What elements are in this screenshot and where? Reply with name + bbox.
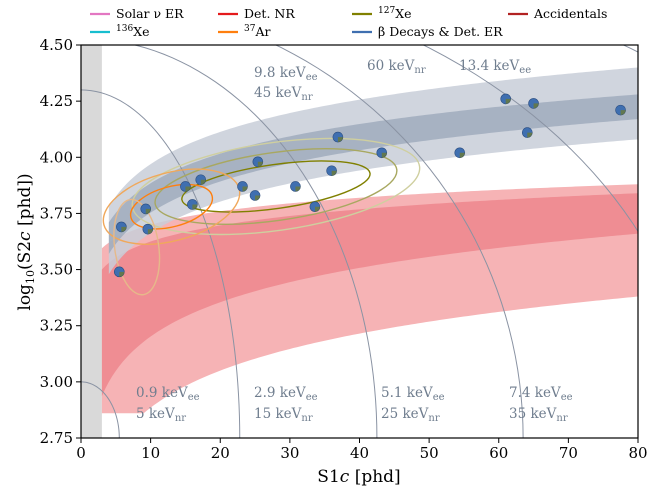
- threshold-band: [81, 45, 102, 438]
- energy-contour-1: [81, 89, 241, 438]
- x-tick-label-5: 50: [420, 444, 439, 462]
- legend-label-6: β Decays & Det. ER: [378, 24, 503, 39]
- event-wedge-6: [200, 179, 206, 185]
- event-wedge-14: [381, 152, 387, 158]
- x-tick-label-7: 70: [559, 444, 578, 462]
- energy-label-ee-0: 0.9 keVee: [136, 385, 200, 403]
- x-tick-label-3: 30: [280, 444, 299, 462]
- energy-label-nr-0: 5 keVnr: [136, 406, 186, 424]
- event-wedge-1: [121, 226, 127, 232]
- energy-label-nr-2: 25 keVnr: [381, 406, 440, 424]
- x-tick-label-6: 60: [489, 444, 508, 462]
- y-tick-label-3: 3.50: [40, 261, 73, 279]
- x-tick-label-8: 80: [628, 444, 647, 462]
- energy-label-nr-3: 35 keVnr: [509, 406, 568, 424]
- event-wedge-17: [527, 132, 533, 138]
- xe127-contour-inner: [181, 160, 371, 213]
- x-tick-label-4: 40: [350, 444, 369, 462]
- xe127-contour-outer2: [131, 137, 421, 236]
- legend-label-2: 127Xe: [378, 6, 411, 21]
- legend-label-1: Det. NR: [244, 6, 295, 21]
- event-wedge-13: [337, 137, 343, 143]
- y-tick-label-1: 3.00: [40, 373, 73, 391]
- nr-band-inner: [101, 193, 638, 397]
- event-wedge-2: [145, 208, 151, 214]
- y-tick-label-4: 3.75: [40, 204, 73, 222]
- y-axis-label: log10(S2c [phd]): [15, 173, 37, 310]
- x-tick-label-0: 0: [76, 444, 86, 462]
- event-wedge-3: [147, 229, 153, 235]
- event-wedge-4: [185, 186, 191, 192]
- event-wedge-0: [119, 271, 125, 277]
- legend-label-0: Solar ν ER: [116, 6, 184, 21]
- y-tick-label-5: 4.00: [40, 148, 73, 166]
- event-wedge-5: [192, 204, 198, 210]
- legend-label-4: 136Xe: [116, 24, 149, 39]
- x-tick-label-1: 10: [141, 444, 160, 462]
- event-wedge-16: [505, 98, 511, 104]
- energy-contour-3: [274, 45, 524, 438]
- event-wedge-15: [459, 152, 465, 158]
- x-tick-label-2: 20: [211, 444, 230, 462]
- y-tick-label-0: 2.75: [40, 429, 73, 447]
- energy-label-ee-5: 13.4 keVee: [459, 58, 531, 76]
- energy-label-nr-1: 15 keVnr: [254, 406, 313, 424]
- energy-label-nr-4: 45 keVnr: [254, 85, 313, 103]
- event-wedge-8: [255, 195, 261, 201]
- energy-contour-2: [132, 45, 378, 438]
- ar37-contour-inner: [129, 183, 214, 230]
- ar37-contour-low: [113, 198, 161, 296]
- er-band-core: [108, 94, 638, 254]
- energy-label-ee-1: 2.9 keVee: [254, 385, 318, 403]
- energy-label-ee-2: 5.1 keVee: [381, 385, 445, 403]
- event-wedge-12: [331, 170, 337, 176]
- event-wedge-11: [314, 206, 320, 212]
- xe127-contour-outer: [154, 148, 398, 225]
- legend-label-5: 37Ar: [244, 24, 270, 39]
- energy-contour-4: [422, 45, 638, 233]
- y-tick-label-7: 4.50: [40, 36, 73, 54]
- event-wedge-9: [257, 161, 263, 167]
- y-tick-label-2: 3.25: [40, 317, 73, 335]
- energy-contour-0: [81, 381, 120, 438]
- event-wedge-18: [533, 103, 539, 109]
- event-wedge-19: [620, 110, 626, 116]
- event-wedge-7: [242, 186, 248, 192]
- energy-label-ee-4: 9.8 keVee: [254, 65, 318, 83]
- legend-label-3: Accidentals: [533, 6, 607, 21]
- x-axis-label: S1c [phd]: [317, 467, 400, 487]
- energy-label-ee-3: 7.4 keVee: [509, 385, 573, 403]
- event-wedge-10: [295, 186, 301, 192]
- y-tick-label-6: 4.25: [40, 92, 73, 110]
- energy-label-nr-5: 60 keVnr: [367, 58, 426, 76]
